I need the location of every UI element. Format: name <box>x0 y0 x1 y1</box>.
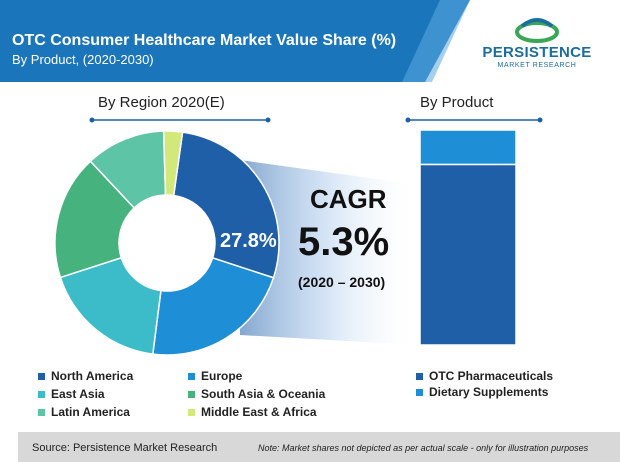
legend-label: Europe <box>201 369 243 383</box>
bar-segment-dietary-supplements <box>419 129 517 166</box>
legend-label: South Asia & Oceania <box>201 387 326 401</box>
legend-item-latin-america: Latin America <box>38 405 130 419</box>
legend-label: East Asia <box>51 387 105 401</box>
legend-swatch <box>188 408 195 416</box>
north-america-share-label: 27.8% <box>220 230 277 252</box>
product-chart-title: By Product <box>420 94 494 111</box>
donut-chart <box>54 130 280 356</box>
logo-name: PERSISTENCE <box>482 44 592 61</box>
chart-title: OTC Consumer Healthcare Market Value Sha… <box>12 32 397 49</box>
stacked-bar-chart <box>419 129 517 346</box>
legend-label: OTC Pharmaceuticals <box>429 369 554 383</box>
logo-tagline: MARKET RESEARCH <box>497 62 577 69</box>
legend-swatch <box>416 372 423 380</box>
cagr-value: 5.3% <box>298 220 390 264</box>
logo-icon <box>515 18 559 43</box>
legend-swatch <box>188 390 195 398</box>
footer-bar <box>18 432 620 462</box>
legend-item-north-america: North America <box>38 369 133 383</box>
legend-item-middle-east-africa: Middle East & Africa <box>188 405 317 419</box>
legend-item-otc-pharmaceuticals: OTC Pharmaceuticals <box>416 369 553 383</box>
legend-swatch <box>38 390 45 398</box>
legend-label: Latin America <box>51 405 130 419</box>
legend-item-east-asia: East Asia <box>38 387 105 401</box>
source-text: Source: Persistence Market Research <box>32 442 218 454</box>
donut-slice-east-asia <box>59 256 162 355</box>
region-chart-title: By Region 2020(E) <box>98 94 225 111</box>
legend-item-south-asia-oceania: South Asia & Oceania <box>188 387 325 401</box>
chart-subtitle: By Product, (2020-2030) <box>12 52 154 67</box>
legend-label: North America <box>51 369 134 383</box>
legend-item-europe: Europe <box>188 369 242 383</box>
donut-slice-middle-east-africa <box>162 130 184 197</box>
legend-swatch <box>38 372 45 380</box>
legend-swatch <box>416 388 423 396</box>
donut-slice-europe <box>151 256 275 356</box>
legend-swatch <box>38 408 45 416</box>
cagr-label: CAGR <box>310 184 387 214</box>
legend-item-dietary-supplements: Dietary Supplements <box>416 385 548 399</box>
bar-segment-otc-pharmaceuticals <box>419 163 517 346</box>
cagr-period: (2020 – 2030) <box>298 274 386 290</box>
header-banner <box>0 0 470 82</box>
highlight-beam <box>240 160 420 345</box>
donut-slice-south-asia-oceania <box>54 160 136 279</box>
donut-slice-north-america <box>172 131 280 279</box>
disclaimer-note: Note: Market shares not depicted as per … <box>258 443 589 453</box>
legend-label: Dietary Supplements <box>429 385 549 399</box>
legend-label: Middle East & Africa <box>201 405 317 419</box>
legend-swatch <box>188 372 195 380</box>
